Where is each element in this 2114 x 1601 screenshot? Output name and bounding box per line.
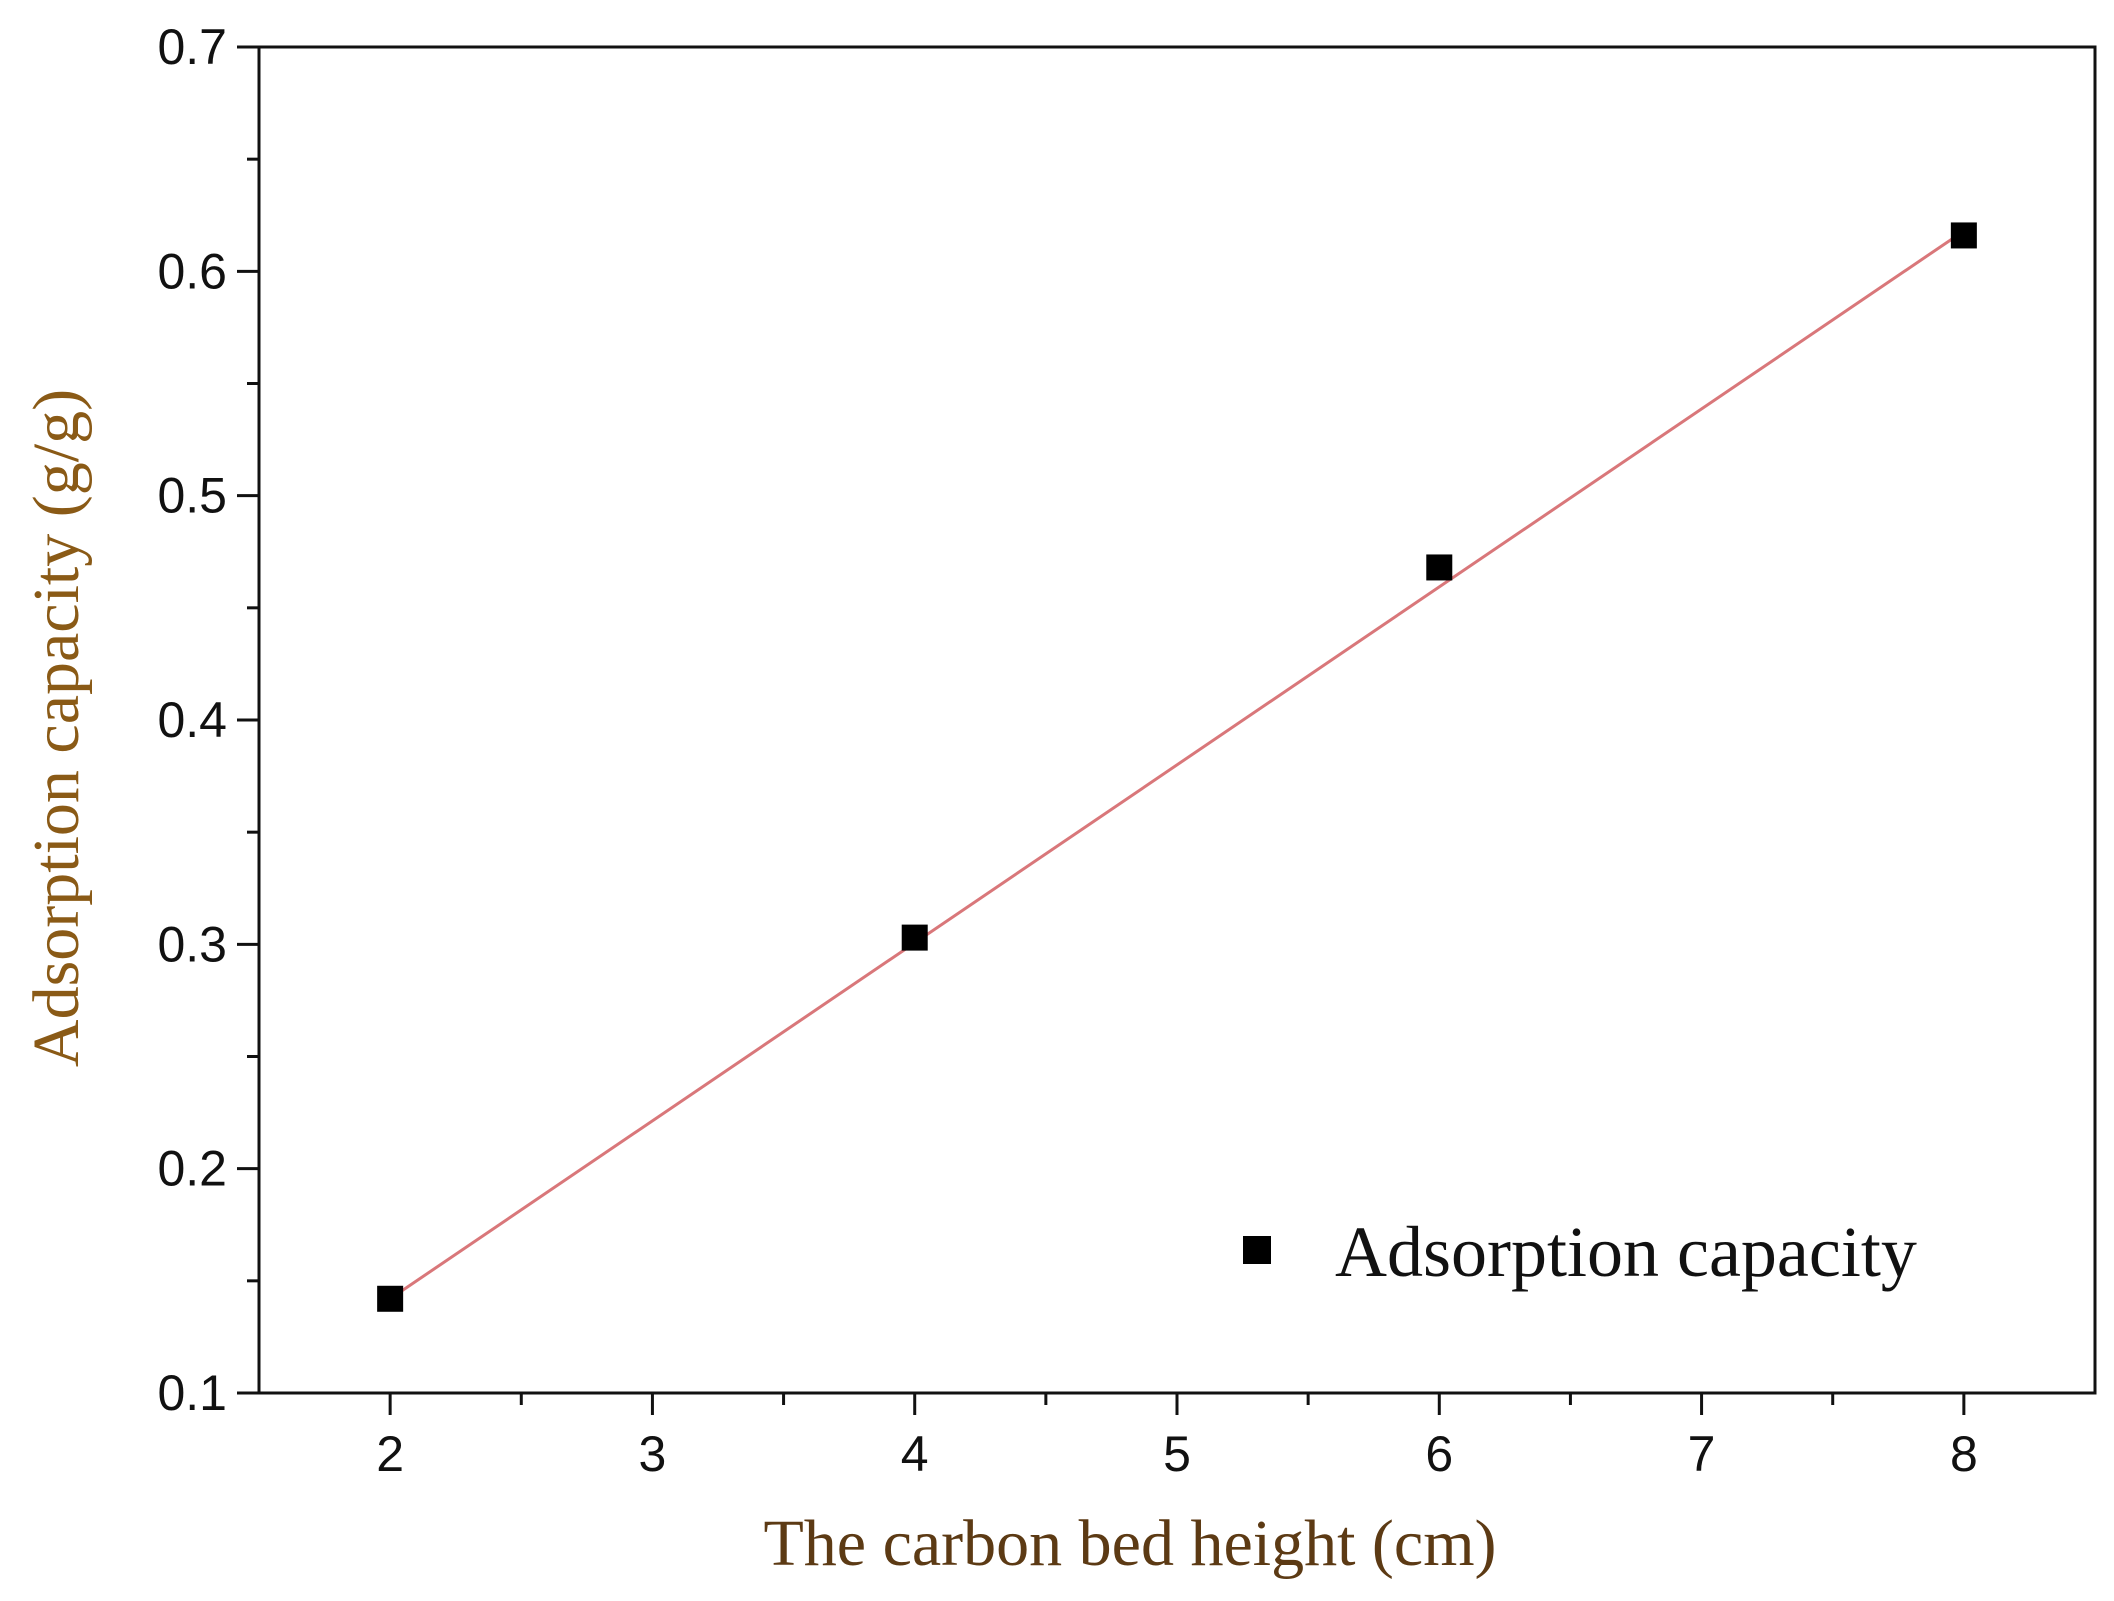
fit-line bbox=[389, 229, 1965, 1301]
y-tick-label: 0.3 bbox=[157, 916, 227, 972]
y-axis-title: Adsorption capacity (g/g) bbox=[20, 389, 93, 1067]
legend-marker bbox=[1243, 1236, 1271, 1264]
y-tick-label: 0.7 bbox=[157, 19, 227, 75]
x-tick-label: 2 bbox=[376, 1426, 404, 1482]
plot-border bbox=[257, 45, 2097, 1395]
x-axis-title: The carbon bed height (cm) bbox=[763, 1507, 1496, 1580]
x-tick-label: 7 bbox=[1688, 1426, 1716, 1482]
x-tick-label: 5 bbox=[1163, 1426, 1191, 1482]
legend: Adsorption capacity bbox=[1243, 1212, 1917, 1292]
data-point bbox=[901, 924, 928, 951]
x-tick-label: 3 bbox=[639, 1426, 667, 1482]
x-tick-label: 8 bbox=[1950, 1426, 1978, 1482]
x-axis-ticks: 2 3 4 5 6 7 8 bbox=[376, 1393, 1978, 1482]
y-tick-label: 0.6 bbox=[157, 243, 227, 299]
data-point bbox=[1426, 554, 1453, 581]
plot-frame bbox=[257, 45, 2097, 1395]
legend-label: Adsorption capacity bbox=[1335, 1212, 1917, 1292]
x-tick-label: 6 bbox=[1425, 1426, 1453, 1482]
data-point bbox=[1950, 222, 1977, 249]
fit-line-layer bbox=[389, 229, 1965, 1301]
y-axis-ticks: 0.1 0.2 0.3 0.4 0.5 0.6 0.7 bbox=[157, 19, 259, 1421]
y-tick-label: 0.5 bbox=[157, 468, 227, 524]
y-tick-label: 0.2 bbox=[157, 1141, 227, 1197]
y-tick-label: 0.1 bbox=[157, 1365, 227, 1421]
data-points-layer bbox=[377, 222, 1977, 1312]
y-tick-label: 0.4 bbox=[157, 692, 227, 748]
data-point bbox=[377, 1285, 404, 1312]
x-tick-label: 4 bbox=[901, 1426, 929, 1482]
